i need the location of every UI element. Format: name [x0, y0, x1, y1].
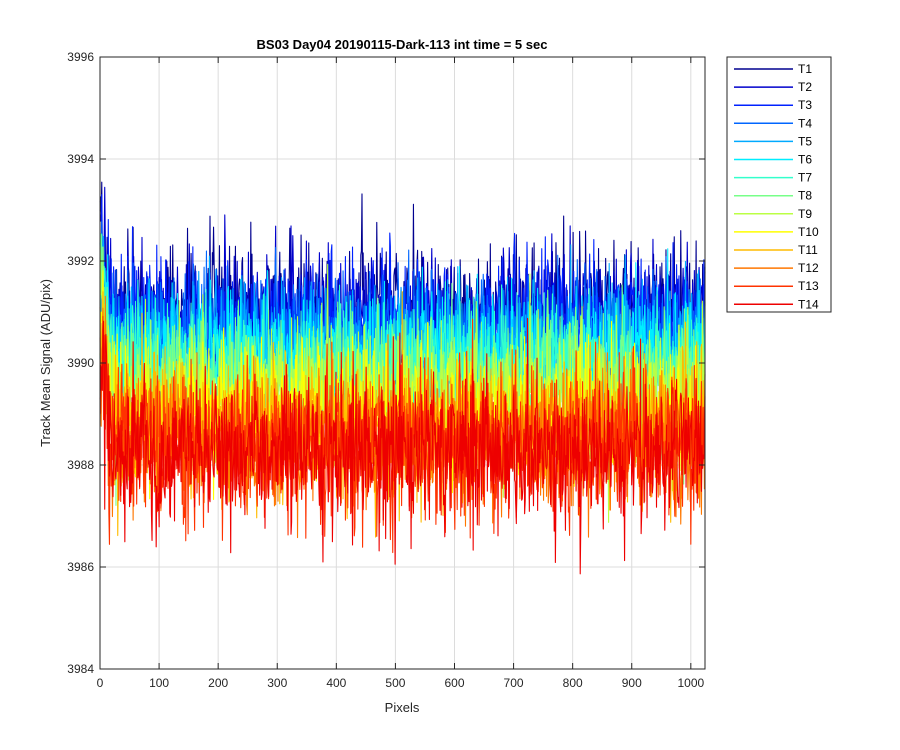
- legend-label: T12: [798, 261, 819, 275]
- ticks: 0 100 200 300 400 500 600 700 800 900 1000 3984 3986…: [67, 50, 705, 690]
- y-tick-label: 3986: [67, 560, 94, 574]
- series-line-t14: [99, 317, 706, 575]
- x-tick-label: 0: [97, 676, 104, 690]
- legend-label: T7: [798, 171, 812, 185]
- legend-label: T10: [798, 225, 819, 239]
- legend-label: T9: [798, 207, 812, 221]
- legend-label: T6: [798, 153, 812, 167]
- x-tick-label: 700: [504, 676, 524, 690]
- y-tick-label: 3994: [67, 152, 94, 166]
- legend-label: T8: [798, 189, 812, 203]
- y-axis-label: Track Mean Signal (ADU/pix): [38, 279, 53, 447]
- y-tick-label: 3992: [67, 254, 94, 268]
- y-tick-label: 3996: [67, 50, 94, 64]
- x-tick-label: 900: [622, 676, 642, 690]
- x-tick-label: 100: [149, 676, 169, 690]
- x-axis-label: Pixels: [385, 700, 420, 715]
- legend-label: T3: [798, 98, 812, 112]
- x-tick-label: 800: [563, 676, 583, 690]
- legend-box: [726, 56, 832, 313]
- legend-label: T5: [798, 134, 812, 148]
- series-layer: [99, 181, 706, 575]
- legend-label: T14: [798, 297, 819, 311]
- y-tick-label: 3990: [67, 356, 94, 370]
- legend-label: T2: [798, 80, 812, 94]
- plot-area: 0 100 200 300 400 500 600 700 800 900 1000 3984 3986…: [67, 50, 706, 690]
- y-tick-label: 3984: [67, 662, 94, 676]
- legend-label: T13: [798, 279, 819, 293]
- legend-label: T4: [798, 116, 812, 130]
- legend-label: T11: [798, 243, 818, 257]
- legend-label: T1: [798, 62, 812, 76]
- x-tick-label: 1000: [677, 676, 704, 690]
- x-tick-label: 500: [385, 676, 405, 690]
- x-tick-label: 600: [444, 676, 464, 690]
- x-tick-label: 200: [208, 676, 228, 690]
- x-tick-label: 300: [267, 676, 287, 690]
- chart-title: BS03 Day04 20190115-Dark-113 int time = …: [257, 37, 548, 52]
- y-tick-label: 3988: [67, 458, 94, 472]
- x-tick-label: 400: [326, 676, 346, 690]
- legend: T1 T2 T3 T4 T5 T6 T7 T8 T9 T10 T11 T12 T13 T14: [726, 56, 832, 313]
